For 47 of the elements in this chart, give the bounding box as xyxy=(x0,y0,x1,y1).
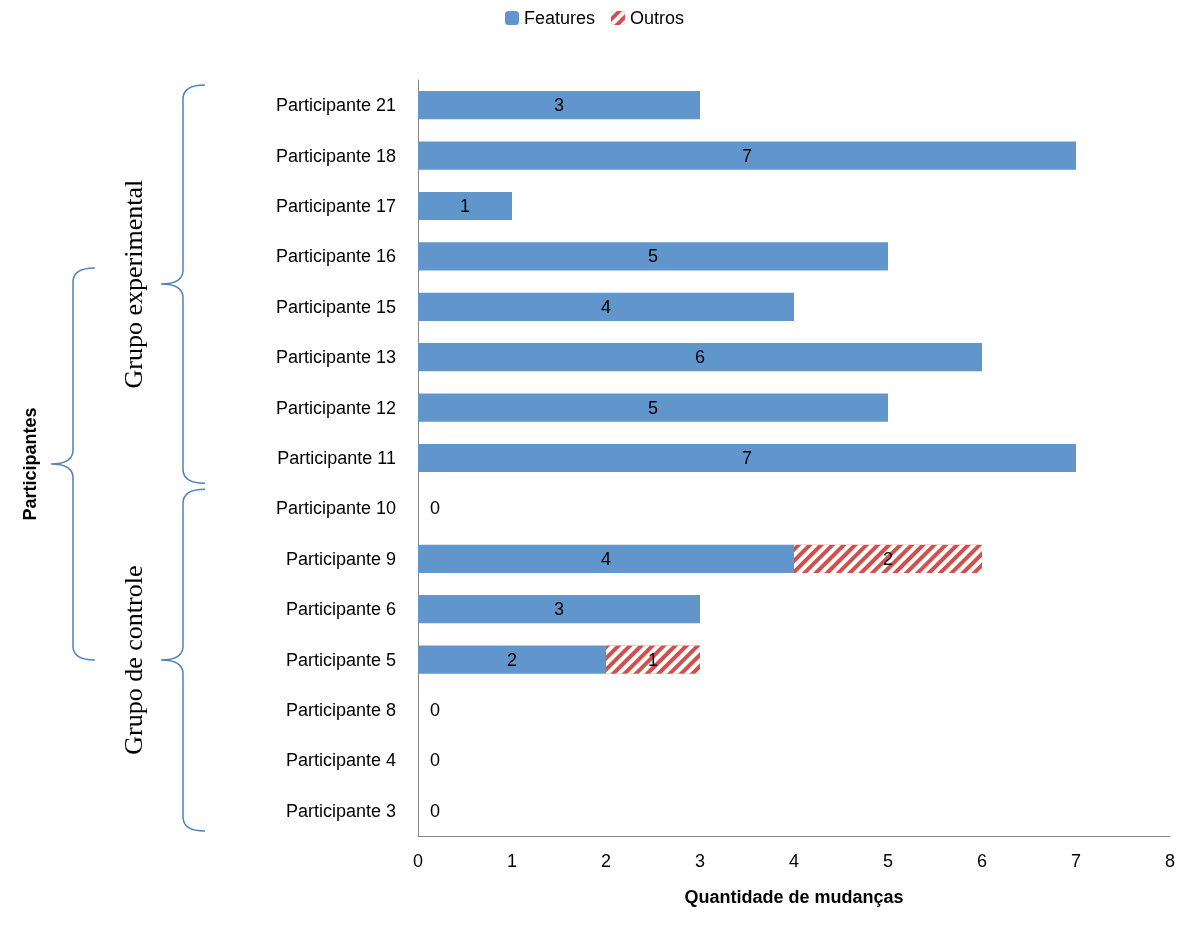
x-axis-title: Quantidade de mudanças xyxy=(684,887,904,907)
y-tick-label: Participante 9 xyxy=(285,548,396,569)
x-tick-label: 3 xyxy=(694,851,706,871)
data-label: 0 xyxy=(430,800,441,821)
x-tick-label: 8 xyxy=(1164,851,1176,871)
legend-label: Outros xyxy=(630,8,685,28)
data-label: 7 xyxy=(741,145,753,166)
y-tick-label: Participante 13 xyxy=(275,347,396,368)
data-label: 3 xyxy=(553,599,565,620)
data-label: 2 xyxy=(882,548,894,569)
text: Participantes xyxy=(20,407,40,521)
y-tick-label: Participante 17 xyxy=(275,196,396,216)
y-tick-label: Participante 12 xyxy=(275,397,396,418)
data-label: 2 xyxy=(506,649,518,670)
data-label: 4 xyxy=(600,548,612,569)
x-tick-label: 5 xyxy=(882,851,894,871)
text: Grupo experimental xyxy=(118,179,148,389)
y-tick-label: Participante 15 xyxy=(275,296,396,317)
data-label: 6 xyxy=(694,347,706,368)
text: Grupo de controle xyxy=(118,565,148,755)
y-tick-label: Participante 11 xyxy=(277,448,396,468)
y-tick-label: Participante 6 xyxy=(285,599,396,620)
data-label: 5 xyxy=(647,397,659,418)
data-label: 1 xyxy=(647,649,659,670)
y-tick-label: Participante 16 xyxy=(275,246,396,267)
data-label: 5 xyxy=(647,246,659,267)
data-label: 0 xyxy=(430,750,441,771)
data-label: 7 xyxy=(741,448,753,468)
x-tick-label: 2 xyxy=(600,851,612,871)
data-label: 4 xyxy=(600,296,612,317)
y-tick-label: Participante 21 xyxy=(275,95,396,116)
x-tick-label: 7 xyxy=(1070,851,1082,871)
y-tick-label: Participante 4 xyxy=(285,750,396,771)
x-tick-label: 0 xyxy=(412,851,424,871)
y-tick-label: Participante 5 xyxy=(285,649,396,670)
data-label: 0 xyxy=(430,498,441,519)
data-label: 0 xyxy=(430,700,441,720)
legend-label: Features xyxy=(523,8,596,28)
x-tick-label: 6 xyxy=(976,851,988,871)
data-label: 3 xyxy=(553,95,565,116)
y-tick-label: Participante 8 xyxy=(285,700,396,720)
y-tick-label: Participante 10 xyxy=(275,498,396,519)
x-tick-label: 1 xyxy=(506,851,518,871)
y-tick-label: Participante 3 xyxy=(285,800,396,821)
data-label: 1 xyxy=(459,196,471,216)
y-tick-label: Participante 18 xyxy=(275,145,396,166)
x-tick-label: 4 xyxy=(788,851,800,871)
